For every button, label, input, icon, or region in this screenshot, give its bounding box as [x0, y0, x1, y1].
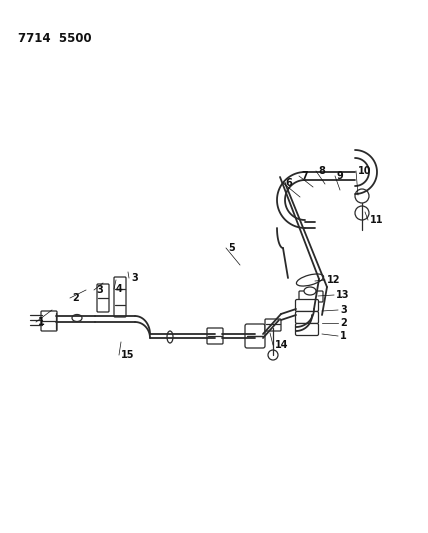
Text: 15: 15 [121, 350, 134, 360]
Text: 2: 2 [340, 318, 347, 328]
FancyBboxPatch shape [41, 311, 57, 331]
Text: 5: 5 [228, 243, 235, 253]
Text: 1: 1 [38, 317, 45, 327]
Text: 14: 14 [275, 340, 288, 350]
Text: 1: 1 [340, 331, 347, 341]
Text: 3: 3 [96, 285, 103, 295]
Ellipse shape [297, 274, 324, 286]
Text: 10: 10 [358, 166, 372, 176]
Text: 12: 12 [327, 275, 341, 285]
FancyBboxPatch shape [97, 284, 109, 312]
Text: 4: 4 [116, 284, 123, 294]
FancyBboxPatch shape [295, 300, 318, 311]
FancyBboxPatch shape [245, 324, 265, 348]
Text: 8: 8 [318, 166, 325, 176]
Text: 13: 13 [336, 290, 350, 300]
Text: 9: 9 [337, 171, 344, 181]
Text: 3: 3 [340, 305, 347, 315]
Text: 11: 11 [370, 215, 383, 225]
Text: 3: 3 [131, 273, 138, 283]
Circle shape [355, 189, 369, 203]
FancyBboxPatch shape [299, 291, 323, 302]
FancyBboxPatch shape [114, 277, 126, 317]
Text: 7714  5500: 7714 5500 [18, 32, 92, 45]
FancyBboxPatch shape [295, 311, 318, 324]
Circle shape [355, 206, 369, 220]
Text: 7: 7 [301, 171, 308, 181]
FancyBboxPatch shape [265, 319, 281, 331]
Ellipse shape [72, 314, 82, 321]
Circle shape [268, 350, 278, 360]
Ellipse shape [304, 287, 316, 295]
FancyBboxPatch shape [295, 324, 318, 335]
FancyBboxPatch shape [207, 328, 223, 344]
Text: 6: 6 [285, 178, 292, 188]
Ellipse shape [167, 331, 173, 343]
Text: 2: 2 [72, 293, 79, 303]
